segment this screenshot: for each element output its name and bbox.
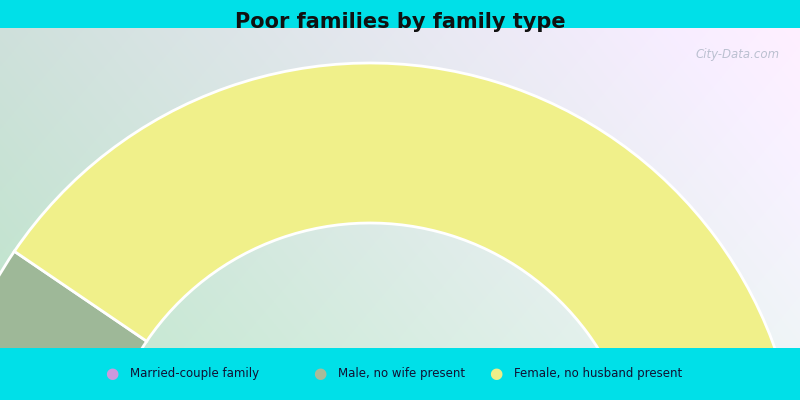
Text: Male, no wife present: Male, no wife present [338,368,465,380]
Wedge shape [14,63,800,400]
Wedge shape [0,386,109,400]
Text: Married-couple family: Married-couple family [130,368,258,380]
Text: Poor families by family type: Poor families by family type [234,12,566,32]
Text: City-Data.com: City-Data.com [696,48,780,61]
Text: Female, no husband present: Female, no husband present [514,368,682,380]
Wedge shape [0,251,146,400]
Text: ●: ● [490,366,502,382]
Text: ●: ● [314,366,326,382]
Text: ●: ● [106,366,118,382]
